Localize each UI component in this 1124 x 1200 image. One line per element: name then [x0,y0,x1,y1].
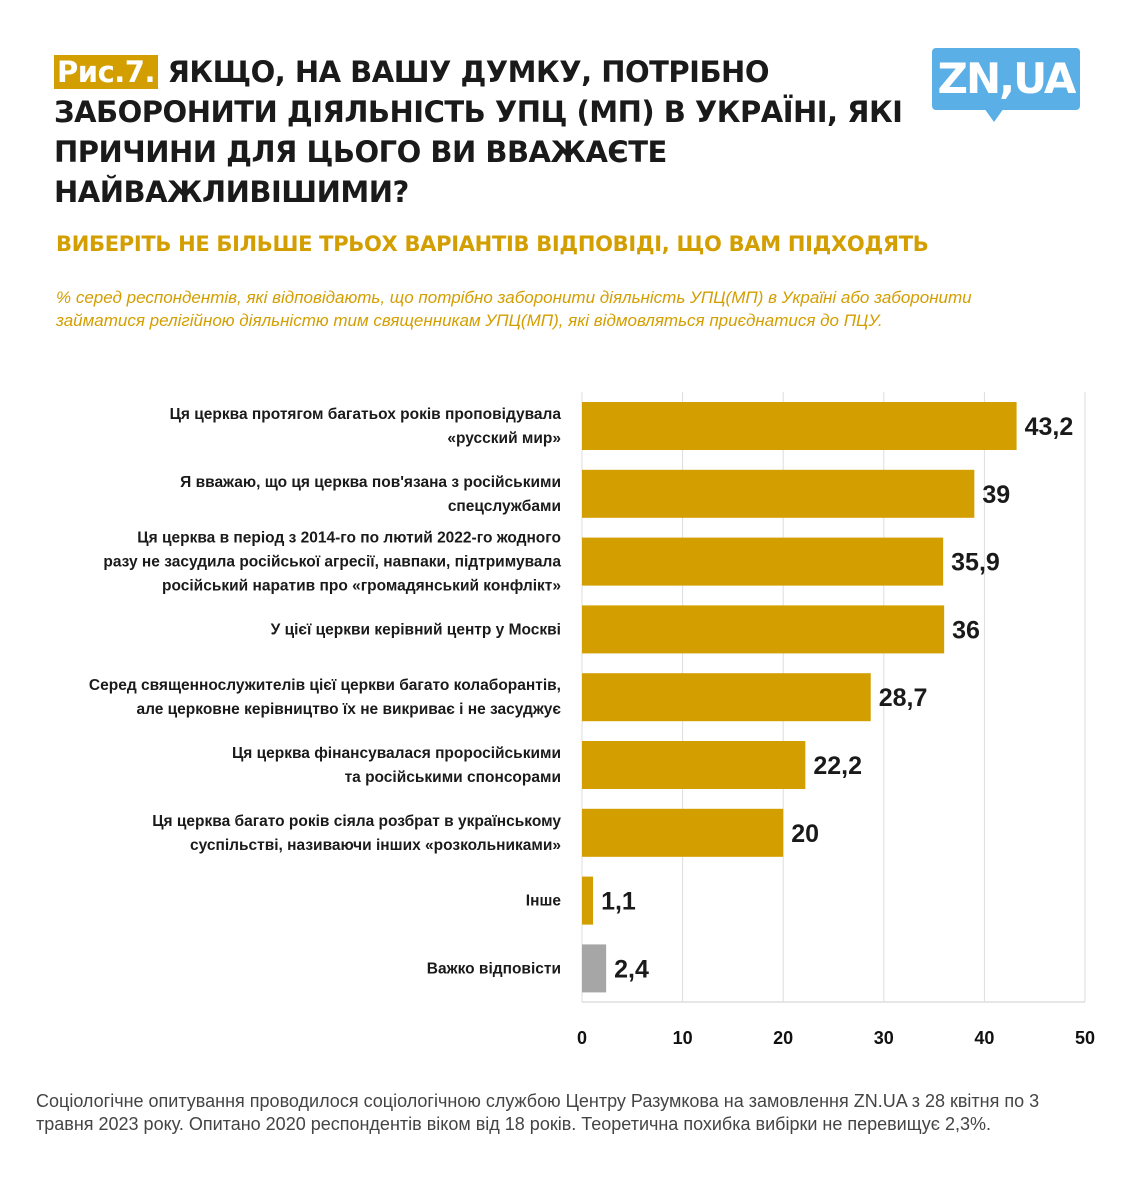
category-label: Інше [526,893,562,910]
category-label: У цієї церкви керівний центр у Москві [271,621,561,638]
x-tick-label: 40 [974,1028,994,1048]
bar [582,605,945,654]
data-label: 28,7 [879,684,928,712]
x-tick-label: 0 [577,1028,587,1048]
bar [582,537,944,586]
bar [582,673,871,722]
data-label: 36 [952,616,980,644]
category-label: але церковне керівництво їх не викриває … [136,701,561,718]
category-label: Ця церква багато років сіяла розбрат в у… [152,813,561,830]
x-tick-label: 20 [773,1028,793,1048]
category-label: Я вважаю, що ця церква пов'язана з росій… [180,474,561,491]
category-label: Ця церква протягом багатьох років пропов… [170,406,562,423]
bar-chart: 0 10 20 30 40 50 43,2 Ця церква протягом багать… [89,392,1095,1048]
data-label: 20 [791,820,819,848]
chart-title: Рис.7. ЯКЩО, НА ВАШУ ДУМКУ, ПОТРІБНО ЗАБ… [54,52,914,212]
category-label: спецслужбами [448,498,561,515]
title-text: ЯКЩО, НА ВАШУ ДУМКУ, ПОТРІБНО ЗАБОРОНИТИ… [54,55,903,209]
subtitle: ВИБЕРІТЬ НЕ БІЛЬШЕ ТРЬОХ ВАРІАНТІВ ВІДПО… [56,232,929,256]
category-label: Важко відповісти [427,960,561,977]
bar [582,741,806,789]
note: % серед респондентів, які відповідають, … [56,288,972,330]
figure-label: Рис.7. [54,55,158,89]
x-tick-label: 50 [1075,1028,1095,1048]
category-label: російський наратив про «громадянський ко… [162,578,561,595]
bar [582,808,784,857]
data-label: 2,4 [614,955,649,983]
data-label: 39 [982,481,1010,509]
footer-note: Соціологічне опитування проводилося соці… [36,1091,1040,1134]
category-label: «русский мир» [447,430,561,447]
bar [582,944,607,993]
x-tick-label: 10 [673,1028,693,1048]
data-label: 1,1 [601,888,636,916]
data-label: 35,9 [951,549,1000,577]
category-label: разу не засудила російської агресії, нав… [103,554,561,571]
data-label: 43,2 [1025,413,1074,441]
category-label: Серед священнослужителів цієї церкви баг… [89,677,561,694]
category-label: та російськими спонсорами [345,769,561,786]
bar [582,402,1017,450]
category-label: Ця церква в період з 2014-го по лютий 20… [137,530,561,547]
category-label: суспільстві, називаючи інших «розкольник… [190,837,561,854]
category-label: Ця церква фінансувалася проросійськими [232,745,561,762]
bar [582,469,975,518]
data-label: 22,2 [813,752,862,780]
bar [582,876,594,925]
zn-ua-logo: ZN,UA [932,48,1080,122]
x-tick-label: 30 [874,1028,894,1048]
